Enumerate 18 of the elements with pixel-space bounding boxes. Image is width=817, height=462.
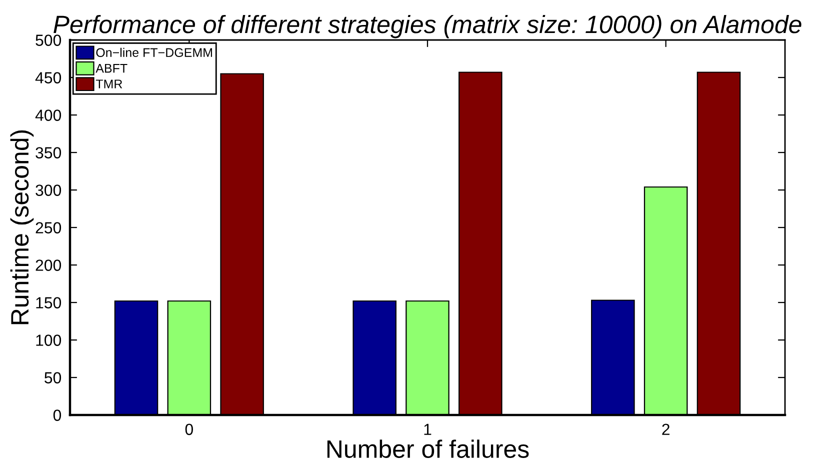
y-tick-label: 100 bbox=[36, 334, 62, 346]
y-tick-label: 150 bbox=[36, 297, 62, 308]
y-axis-title: Runtime (second) bbox=[10, 130, 34, 324]
y-tick-label: 50 bbox=[44, 372, 62, 384]
y-tick-label: 200 bbox=[36, 260, 62, 271]
y-tick-label: 300 bbox=[36, 184, 62, 196]
y-tick-label: 0 bbox=[53, 410, 62, 421]
y-tick-label: 400 bbox=[35, 110, 62, 121]
x-tick-label: 1 bbox=[424, 424, 432, 435]
legend-label: ABFT bbox=[96, 64, 128, 73]
y-tick-label: 450 bbox=[35, 72, 62, 84]
x-axis-title: Number of failures bbox=[327, 440, 529, 458]
x-tick-label: 2 bbox=[662, 424, 670, 435]
legend-label: TMR bbox=[96, 80, 122, 88]
x-tick-label: 0 bbox=[185, 424, 193, 436]
legend-label: On−line FT−DGEMM bbox=[96, 48, 212, 57]
y-tick-label: 350 bbox=[36, 147, 62, 158]
y-tick-label: 250 bbox=[36, 222, 62, 234]
